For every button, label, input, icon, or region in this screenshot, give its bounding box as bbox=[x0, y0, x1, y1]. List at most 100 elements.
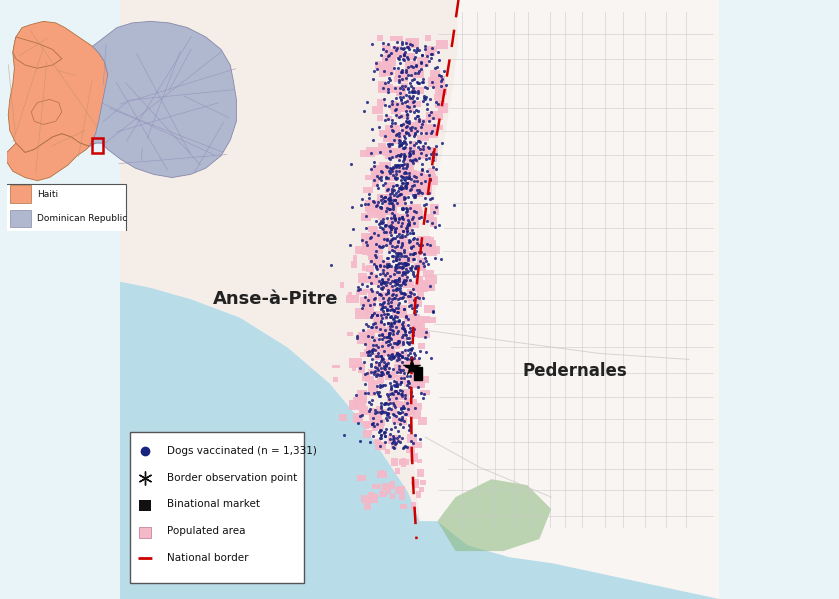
Point bbox=[420, 216, 434, 226]
Point bbox=[381, 40, 394, 49]
Point bbox=[388, 119, 402, 128]
Bar bbox=[357, 334, 372, 344]
Text: National border: National border bbox=[167, 553, 248, 563]
Point bbox=[356, 410, 369, 419]
Bar bbox=[390, 481, 394, 489]
Bar bbox=[403, 281, 414, 288]
Point bbox=[391, 436, 404, 446]
Point bbox=[397, 192, 410, 202]
Point bbox=[389, 263, 403, 273]
Point bbox=[366, 340, 379, 349]
Point bbox=[360, 319, 373, 328]
Point bbox=[377, 380, 390, 390]
Point bbox=[409, 105, 423, 115]
Point bbox=[367, 418, 380, 428]
Bar bbox=[376, 406, 383, 411]
Bar bbox=[375, 279, 381, 285]
Point bbox=[401, 192, 414, 202]
Point bbox=[378, 297, 391, 307]
Point bbox=[373, 358, 386, 368]
Point bbox=[406, 267, 420, 277]
Bar bbox=[388, 351, 397, 358]
Point bbox=[396, 330, 409, 340]
Point bbox=[415, 165, 429, 174]
Bar bbox=[393, 129, 402, 140]
Point bbox=[388, 436, 401, 446]
Point bbox=[396, 74, 409, 84]
Point bbox=[367, 259, 380, 268]
Bar bbox=[386, 487, 391, 494]
Point bbox=[391, 348, 404, 358]
Bar bbox=[411, 207, 422, 217]
Point bbox=[400, 122, 414, 131]
Bar bbox=[414, 373, 421, 379]
Point bbox=[375, 407, 388, 416]
Point bbox=[404, 40, 417, 49]
Point bbox=[379, 161, 393, 171]
Point bbox=[399, 391, 412, 400]
Bar bbox=[360, 297, 375, 306]
Point bbox=[394, 365, 408, 375]
Point bbox=[408, 176, 421, 186]
Point bbox=[396, 322, 409, 331]
Point bbox=[408, 271, 421, 280]
Bar bbox=[387, 224, 397, 232]
Bar bbox=[349, 400, 359, 410]
Bar bbox=[414, 262, 426, 271]
Point bbox=[401, 84, 414, 93]
Bar bbox=[415, 184, 430, 195]
Point bbox=[397, 168, 410, 177]
Bar bbox=[393, 213, 399, 220]
Point bbox=[395, 218, 409, 228]
Point bbox=[365, 40, 378, 49]
Point bbox=[393, 183, 406, 193]
Point bbox=[362, 193, 375, 203]
Point bbox=[396, 119, 409, 128]
Point bbox=[393, 293, 406, 302]
Bar bbox=[400, 272, 407, 279]
Bar bbox=[362, 398, 367, 403]
Point bbox=[374, 176, 388, 185]
Point bbox=[398, 153, 411, 163]
Point bbox=[364, 367, 378, 377]
Point bbox=[380, 304, 393, 314]
Bar bbox=[364, 503, 371, 510]
Point bbox=[392, 249, 405, 258]
Point bbox=[409, 60, 423, 70]
Point bbox=[373, 241, 386, 250]
Point bbox=[418, 332, 431, 342]
Point bbox=[400, 267, 414, 277]
Point bbox=[383, 196, 396, 205]
Point bbox=[414, 346, 427, 356]
Point bbox=[377, 319, 390, 329]
Point bbox=[429, 222, 442, 231]
Point bbox=[388, 380, 401, 390]
Point bbox=[368, 319, 382, 328]
Bar bbox=[360, 398, 363, 402]
Point bbox=[414, 122, 428, 131]
Point bbox=[389, 377, 403, 387]
Point bbox=[386, 126, 399, 136]
Point bbox=[395, 407, 409, 417]
Bar bbox=[406, 359, 412, 366]
Point bbox=[397, 323, 410, 333]
Point bbox=[380, 206, 393, 216]
Point bbox=[404, 264, 417, 273]
Bar bbox=[401, 361, 409, 367]
Point bbox=[396, 39, 409, 49]
Point bbox=[385, 350, 399, 359]
Bar bbox=[396, 402, 404, 409]
Point bbox=[414, 58, 427, 67]
Point bbox=[373, 299, 386, 308]
Bar bbox=[420, 174, 435, 185]
Point bbox=[395, 414, 409, 423]
Bar bbox=[425, 126, 438, 134]
Bar bbox=[429, 125, 443, 131]
Point bbox=[409, 126, 423, 135]
Point bbox=[378, 431, 392, 441]
Point bbox=[402, 44, 415, 54]
Point bbox=[378, 115, 391, 125]
Point bbox=[400, 159, 414, 169]
Point bbox=[406, 249, 420, 259]
Point bbox=[388, 224, 402, 234]
